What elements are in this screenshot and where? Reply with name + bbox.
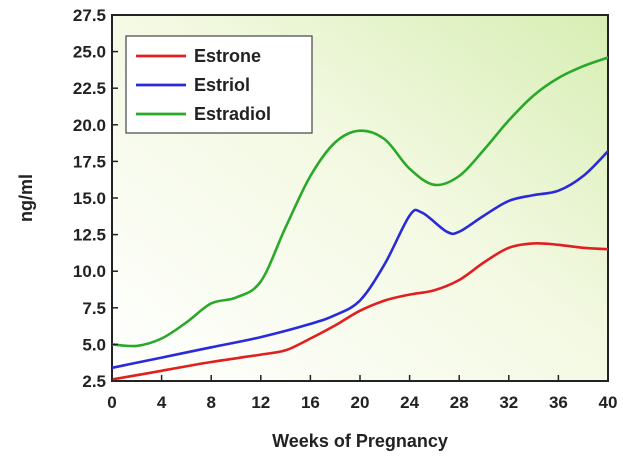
x-tick-label: 0 — [107, 393, 116, 412]
x-tick-label: 12 — [251, 393, 270, 412]
x-tick-label: 24 — [400, 393, 419, 412]
x-tick-label: 8 — [206, 393, 215, 412]
y-tick-label: 27.5 — [73, 6, 106, 25]
y-tick-label: 2.5 — [82, 372, 106, 391]
legend-label-estrone: Estrone — [194, 46, 261, 66]
series-line-estriol — [112, 149, 608, 370]
y-tick-label: 5.0 — [82, 335, 106, 354]
y-tick-label: 12.5 — [73, 226, 106, 245]
y-tick-label: 25.0 — [73, 43, 106, 62]
series-line-estradiol — [112, 56, 608, 348]
x-tick-label: 4 — [157, 393, 167, 412]
y-tick-label: 15.0 — [73, 189, 106, 208]
x-tick-label: 36 — [549, 393, 568, 412]
x-tick-label: 32 — [499, 393, 518, 412]
x-tick-label: 40 — [599, 393, 618, 412]
y-axis-title: ng/ml — [16, 174, 36, 222]
x-tick-label: 20 — [351, 393, 370, 412]
legend: Estrone Estriol Estradiol — [125, 35, 313, 134]
y-tick-label: 20.0 — [73, 116, 106, 135]
y-tick-label: 17.5 — [73, 152, 106, 171]
y-tick-label: 10.0 — [73, 262, 106, 281]
y-tick-label: 22.5 — [73, 79, 106, 98]
x-tick-label: 16 — [301, 393, 320, 412]
legend-label-estradiol: Estradiol — [194, 104, 271, 124]
x-axis-title: Weeks of Pregnancy — [272, 431, 448, 451]
x-tick-label: 28 — [450, 393, 469, 412]
legend-label-estriol: Estriol — [194, 75, 250, 95]
series-line-estrone — [112, 241, 608, 381]
y-tick-label: 7.5 — [82, 299, 106, 318]
